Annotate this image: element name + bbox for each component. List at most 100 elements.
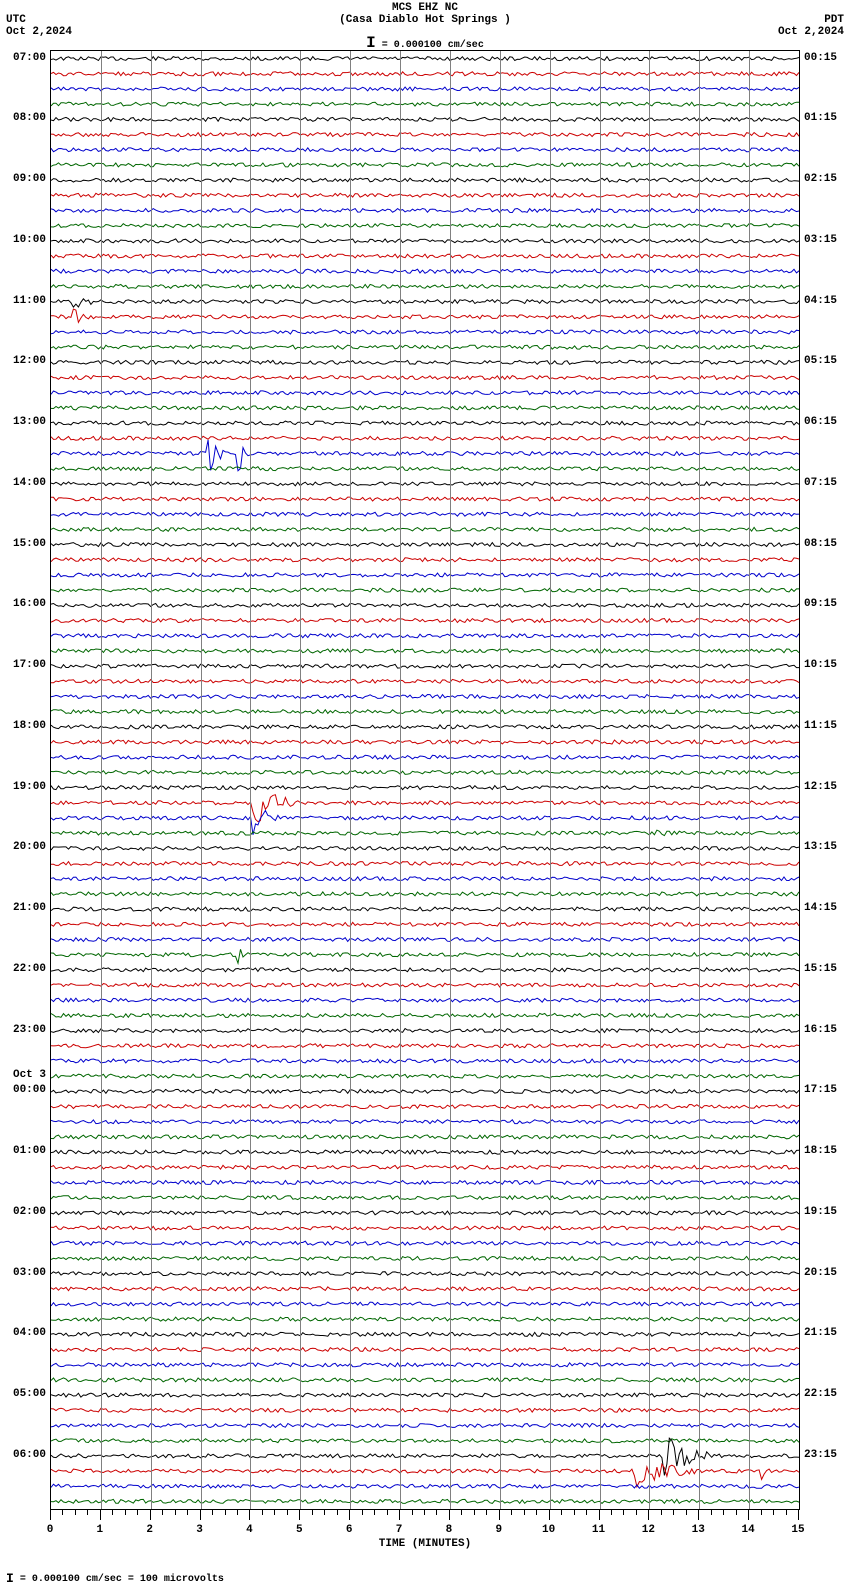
x-minor-tick <box>436 1510 437 1515</box>
seismic-trace <box>51 1150 799 1154</box>
seismic-trace <box>51 1408 799 1412</box>
seismic-trace <box>51 1439 799 1443</box>
x-tick-label: 7 <box>396 1524 403 1536</box>
left-time-label: 19:00 <box>13 781 46 793</box>
x-axis-title: TIME (MINUTES) <box>50 1538 800 1550</box>
gridline <box>450 51 451 1509</box>
right-time-label: 12:15 <box>804 781 837 793</box>
seismic-trace <box>51 1029 799 1033</box>
right-time-label: 10:15 <box>804 659 837 671</box>
right-time-label: 16:15 <box>804 1024 837 1036</box>
seismic-trace <box>51 968 799 972</box>
left-time-label: 13:00 <box>13 416 46 428</box>
right-time-label: 02:15 <box>804 173 837 185</box>
x-tick-label: 5 <box>296 1524 303 1536</box>
x-major-tick <box>150 1510 151 1520</box>
seismic-trace <box>51 1393 799 1397</box>
gridline <box>699 51 700 1509</box>
left-time-label: 16:00 <box>13 598 46 610</box>
seismic-trace <box>51 949 799 963</box>
seismic-trace <box>51 1302 799 1306</box>
left-time-label: 01:00 <box>13 1145 46 1157</box>
x-minor-tick <box>574 1510 575 1515</box>
x-minor-tick <box>524 1510 525 1515</box>
seismic-trace <box>51 664 799 668</box>
right-time-label: 18:15 <box>804 1145 837 1157</box>
x-minor-tick <box>623 1510 624 1515</box>
x-tick-label: 3 <box>196 1524 203 1536</box>
left-time-label: Oct 3 <box>13 1069 46 1081</box>
x-major-tick <box>50 1510 51 1520</box>
seismic-trace <box>51 1135 799 1139</box>
seismic-trace <box>51 467 799 471</box>
seismic-trace <box>51 543 799 547</box>
seismic-trace <box>51 269 799 273</box>
seismic-trace <box>51 330 799 334</box>
x-tick-marks <box>50 1510 800 1522</box>
x-minor-tick <box>324 1510 325 1515</box>
gridline <box>500 51 501 1509</box>
x-major-tick <box>798 1510 799 1520</box>
right-time-label: 05:15 <box>804 355 837 367</box>
seismic-trace <box>51 770 799 774</box>
seismic-trace <box>51 573 799 577</box>
seismic-trace <box>51 1317 799 1321</box>
gridline <box>749 51 750 1509</box>
x-minor-tick <box>112 1510 113 1515</box>
seismic-trace <box>51 1424 799 1428</box>
seismic-trace <box>51 406 799 410</box>
right-time-label: 20:15 <box>804 1267 837 1279</box>
x-major-tick <box>499 1510 500 1520</box>
x-minor-tick <box>536 1510 537 1515</box>
x-minor-tick <box>362 1510 363 1515</box>
x-minor-tick <box>412 1510 413 1515</box>
x-minor-tick <box>162 1510 163 1515</box>
right-time-label: 01:15 <box>804 112 837 124</box>
seismic-trace <box>51 148 799 152</box>
x-minor-tick <box>511 1510 512 1515</box>
seismic-trace <box>51 786 799 790</box>
seismic-trace <box>51 1059 799 1063</box>
gridline <box>300 51 301 1509</box>
seismic-trace <box>51 102 799 106</box>
x-minor-tick <box>337 1510 338 1515</box>
x-tick-label: 11 <box>592 1524 605 1536</box>
seismic-trace <box>51 117 799 121</box>
x-minor-tick <box>212 1510 213 1515</box>
seismic-trace <box>51 1196 799 1200</box>
x-major-tick <box>449 1510 450 1520</box>
seismic-trace <box>51 1211 799 1215</box>
x-major-tick <box>698 1510 699 1520</box>
x-minor-tick <box>175 1510 176 1515</box>
gridline <box>600 51 601 1509</box>
x-tick-label: 13 <box>692 1524 705 1536</box>
x-minor-tick <box>75 1510 76 1515</box>
x-tick-label: 0 <box>47 1524 54 1536</box>
seismic-trace <box>51 983 799 987</box>
seismic-trace <box>51 1484 799 1488</box>
left-time-label: 20:00 <box>13 841 46 853</box>
x-minor-tick <box>636 1510 637 1515</box>
x-minor-tick <box>686 1510 687 1515</box>
left-time-label: 17:00 <box>13 659 46 671</box>
x-tick-label: 8 <box>446 1524 453 1536</box>
seismic-trace <box>51 1181 799 1185</box>
seismic-trace <box>51 892 799 896</box>
seismic-trace <box>51 907 799 911</box>
seismogram-container: UTC Oct 2,2024 MCS EHZ NC (Casa Diablo H… <box>0 0 850 1585</box>
gridline <box>350 51 351 1509</box>
right-time-label: 04:15 <box>804 295 837 307</box>
left-time-label: 03:00 <box>13 1267 46 1279</box>
x-minor-tick <box>786 1510 787 1515</box>
right-time-label: 07:15 <box>804 477 837 489</box>
seismic-trace <box>51 421 799 425</box>
x-major-tick <box>748 1510 749 1520</box>
right-time-label: 03:15 <box>804 234 837 246</box>
x-tick-label: 6 <box>346 1524 353 1536</box>
header: UTC Oct 2,2024 MCS EHZ NC (Casa Diablo H… <box>0 0 850 50</box>
seismic-trace <box>51 603 799 607</box>
left-time-label: 07:00 <box>13 52 46 64</box>
x-minor-tick <box>312 1510 313 1515</box>
seismic-trace <box>51 846 799 850</box>
seismic-trace <box>51 679 799 683</box>
